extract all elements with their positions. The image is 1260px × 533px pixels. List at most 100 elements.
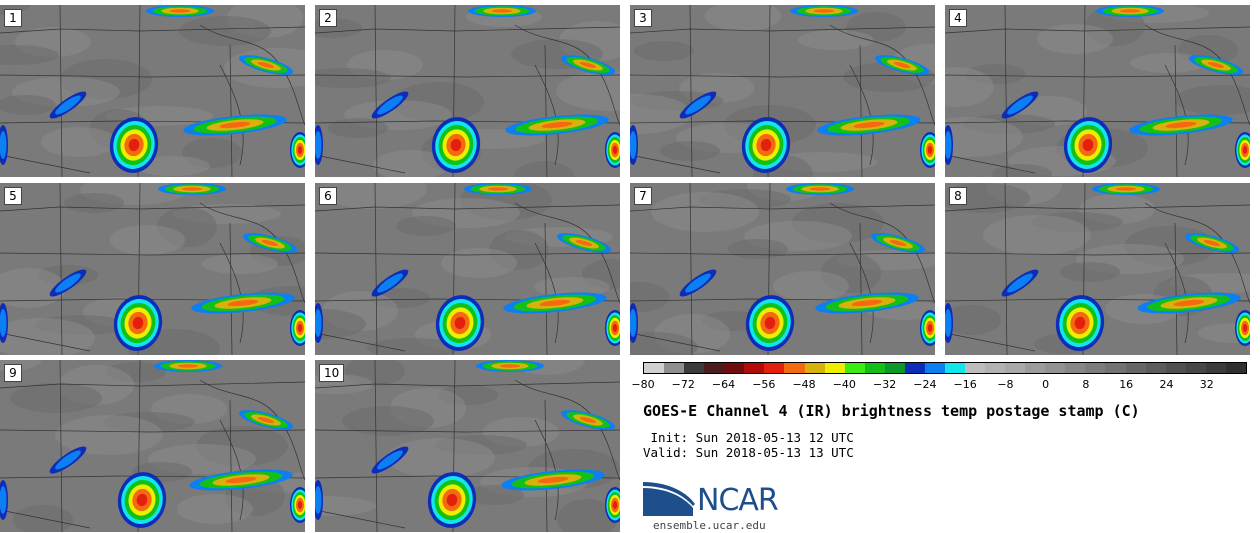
colorbar-swatch [824, 363, 845, 373]
edge-cloud [630, 125, 638, 165]
colorbar-swatch [1025, 363, 1046, 373]
cloud-band [238, 410, 294, 430]
edge-cloud [945, 303, 953, 343]
colorbar-swatch [724, 363, 745, 373]
colorbar-swatch [1145, 363, 1166, 373]
panel-label: 7 [634, 187, 652, 205]
panel-label: 8 [949, 187, 967, 205]
panel-label: 6 [319, 187, 337, 205]
cloud-band [154, 360, 222, 372]
colorbar-tick-label: −16 [953, 378, 977, 391]
cloud-band [790, 5, 858, 17]
cloud-band [560, 55, 616, 75]
colorbar-swatch [985, 363, 1006, 373]
satellite-map [315, 183, 620, 355]
panel-label: 4 [949, 9, 967, 27]
colorbar-tick-label: 0 [1042, 378, 1050, 391]
cloud-band [786, 183, 854, 195]
cloud-band [191, 292, 295, 314]
cirrus-streak [1001, 269, 1039, 297]
colorbar-tick-label: −64 [711, 378, 736, 391]
cloud-band [476, 360, 544, 372]
stamp-panel-3: 3 [630, 5, 935, 177]
colorbar [643, 362, 1247, 374]
colorbar-tick-label: −8 [997, 378, 1014, 391]
colorbar-swatch [1085, 363, 1106, 373]
colorbar-swatch [744, 363, 765, 373]
colorbar-swatch [644, 363, 665, 373]
colorbar-swatch [1105, 363, 1126, 373]
satellite-map [0, 183, 305, 355]
convective-storm [109, 117, 159, 173]
cirrus-streak [49, 269, 87, 297]
colorbar-swatch [1165, 363, 1186, 373]
edge-storm [290, 487, 305, 523]
cloud-band [468, 5, 536, 17]
edge-storm [605, 132, 620, 168]
colorbar-swatch [664, 363, 685, 373]
panel-label: 1 [4, 9, 22, 27]
init-time: Init: Sun 2018-05-13 12 UTC [643, 430, 854, 445]
convective-storm [427, 472, 477, 528]
colorbar-swatch [844, 363, 865, 373]
satellite-map [630, 183, 935, 355]
colorbar-swatch [965, 363, 986, 373]
colorbar-swatch [924, 363, 945, 373]
cloud-band [503, 292, 607, 314]
cloud-band [874, 55, 930, 75]
colorbar-tick-label: −48 [792, 378, 816, 391]
cloud-band [501, 469, 605, 491]
colorbar-swatch [904, 363, 925, 373]
stamp-panel-5: 5 [0, 183, 305, 355]
convective-storm [1063, 117, 1113, 173]
colorbar-tick-label: 24 [1159, 378, 1174, 391]
edge-storm [605, 487, 620, 523]
stamp-panel-1: 1 [0, 5, 305, 177]
cloud-band [815, 292, 919, 314]
colorbar-swatch [884, 363, 905, 373]
stamp-panel-7: 7 [630, 183, 935, 355]
colorbar-tick-label: −56 [752, 378, 776, 391]
ncar-logo-text: NCAR [697, 483, 779, 518]
edge-cloud [315, 480, 323, 520]
colorbar-swatch [1065, 363, 1086, 373]
edge-cloud [0, 125, 8, 165]
cirrus-streak [371, 269, 409, 297]
cloud-band [505, 114, 609, 136]
colorbar-swatch [1185, 363, 1206, 373]
cirrus-streak [1001, 91, 1039, 119]
stamp-panel-9: 9 [0, 360, 305, 532]
edge-storm [605, 310, 620, 346]
colorbar-tick-label: 8 [1082, 378, 1090, 391]
colorbar-tick-label: 16 [1119, 378, 1134, 391]
valid-time: Valid: Sun 2018-05-13 13 UTC [643, 445, 854, 460]
ncar-logo-icon [643, 482, 695, 516]
stamp-panel-10: 10 [315, 360, 620, 532]
cloud-band [1137, 292, 1241, 314]
colorbar-tick-label: −24 [913, 378, 937, 391]
panel-label: 9 [4, 364, 22, 382]
cloud-band [1096, 5, 1164, 17]
cirrus-streak [371, 446, 409, 474]
convective-storm [117, 472, 167, 528]
cloud-band [556, 233, 612, 253]
panel-label: 3 [634, 9, 652, 27]
colorbar-swatch [684, 363, 705, 373]
convective-storm [431, 117, 481, 173]
convective-storm [1055, 295, 1105, 351]
cloud-band [560, 410, 616, 430]
cloud-band [183, 114, 287, 136]
satellite-map [315, 5, 620, 177]
colorbar-tick-label: −80 [631, 378, 655, 391]
panel-label: 2 [319, 9, 337, 27]
edge-storm [290, 132, 305, 168]
cirrus-streak [679, 91, 717, 119]
satellite-map [630, 5, 935, 177]
edge-storm [920, 310, 935, 346]
colorbar-swatch [1125, 363, 1146, 373]
edge-storm [1235, 132, 1250, 168]
edge-cloud [0, 480, 8, 520]
cirrus-streak [371, 91, 409, 119]
cloud-band [817, 114, 921, 136]
cloud-band [1184, 233, 1240, 253]
